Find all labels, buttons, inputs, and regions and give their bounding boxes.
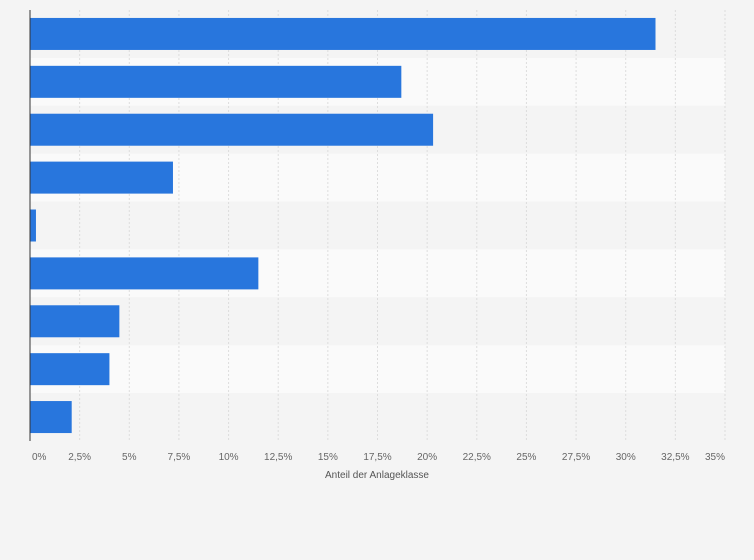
x-axis-title: Anteil der Anlageklasse — [325, 470, 429, 481]
x-tick-label: 0% — [32, 452, 47, 463]
bar — [30, 113, 434, 146]
x-tick-label: 7,5% — [168, 452, 191, 463]
x-tick-label: 5% — [122, 452, 137, 463]
row-band — [30, 345, 725, 394]
bar — [30, 17, 656, 50]
row-band — [30, 201, 725, 250]
x-tick-label: 12,5% — [264, 452, 292, 463]
x-tick-label: 32,5% — [661, 452, 689, 463]
x-tick-label: 25% — [516, 452, 536, 463]
bars — [30, 17, 656, 434]
x-tick-label: 22,5% — [463, 452, 491, 463]
x-tick-label: 17,5% — [363, 452, 391, 463]
x-tick-label: 35% — [705, 452, 725, 463]
row-band — [30, 297, 725, 346]
x-tick-label: 27,5% — [562, 452, 590, 463]
row-band — [30, 393, 725, 441]
x-tick-label: 20% — [417, 452, 437, 463]
bar — [30, 257, 259, 290]
bar — [30, 161, 173, 194]
bar — [30, 353, 110, 386]
x-tick-labels: 0% 2,5% 5% 7,5% 10% 12,5% 15% 17,5% 20% 22,5% 25% 2… — [32, 452, 725, 463]
bar — [30, 65, 402, 98]
bar — [30, 401, 72, 434]
x-tick-label: 2,5% — [68, 452, 91, 463]
bar — [30, 305, 120, 338]
x-tick-label: 10% — [219, 452, 239, 463]
bar — [30, 209, 36, 242]
x-tick-label: 15% — [318, 452, 338, 463]
x-tick-label: 30% — [616, 452, 636, 463]
